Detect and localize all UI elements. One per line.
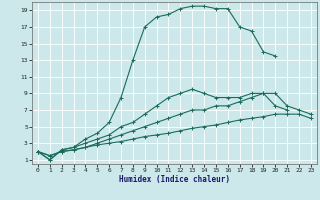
X-axis label: Humidex (Indice chaleur): Humidex (Indice chaleur) [119,175,230,184]
